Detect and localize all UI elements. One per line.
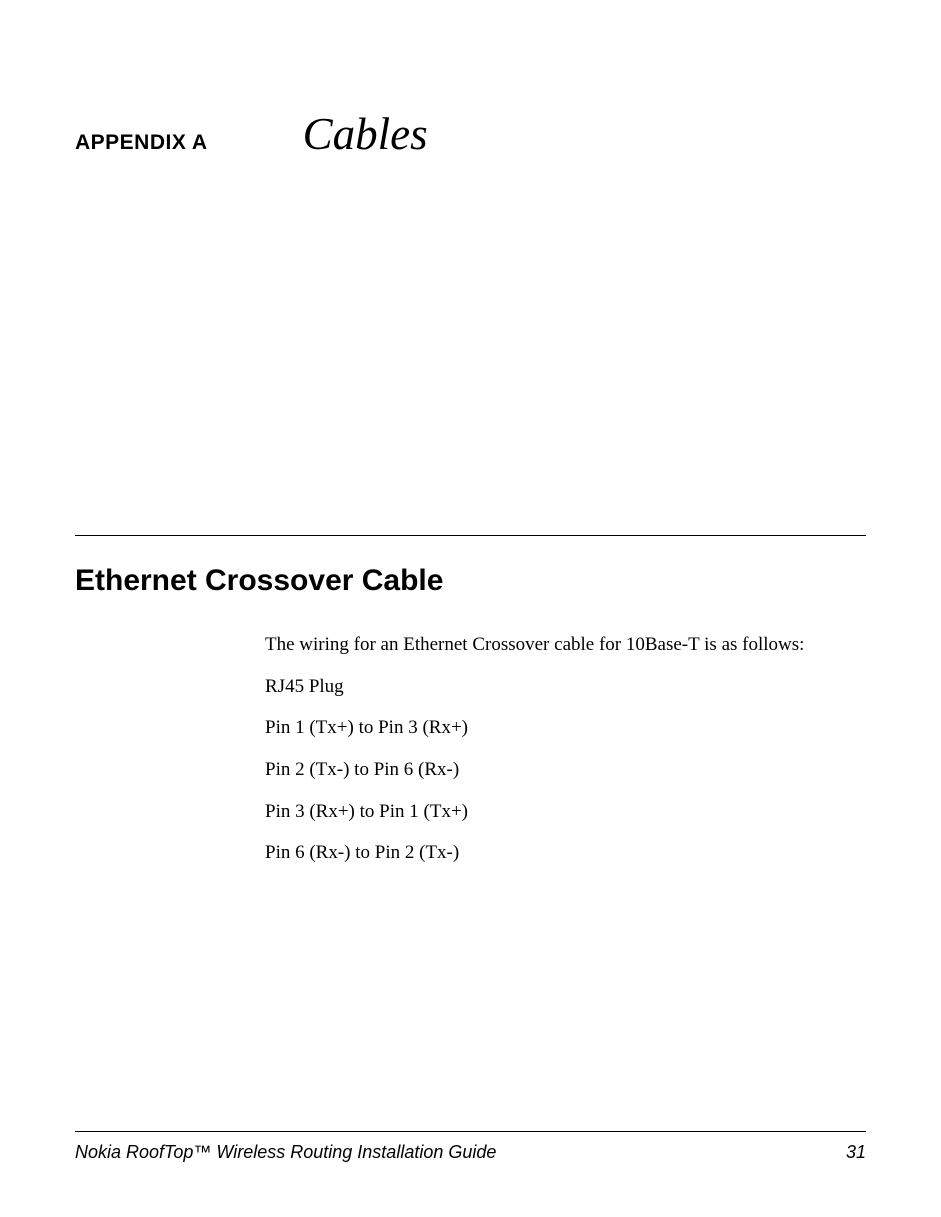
pin-mapping: Pin 3 (Rx+) to Pin 1 (Tx+) bbox=[265, 799, 866, 825]
appendix-label: APPENDIX A bbox=[75, 131, 208, 155]
page-footer: Nokia RoofTop™ Wireless Routing Installa… bbox=[75, 1131, 866, 1163]
pin-mapping: Pin 1 (Tx+) to Pin 3 (Rx+) bbox=[265, 715, 866, 741]
pin-mapping: Pin 6 (Rx-) to Pin 2 (Tx-) bbox=[265, 840, 866, 866]
page-header: APPENDIX A Cables bbox=[75, 108, 866, 160]
section-title: Ethernet Crossover Cable bbox=[75, 564, 866, 598]
section-rule bbox=[75, 535, 866, 536]
footer-rule bbox=[75, 1131, 866, 1132]
chapter-title: Cables bbox=[303, 108, 428, 160]
footer-page-number: 31 bbox=[846, 1142, 866, 1163]
plug-label: RJ45 Plug bbox=[265, 674, 866, 700]
intro-text: The wiring for an Ethernet Crossover cab… bbox=[265, 632, 866, 658]
pin-mapping: Pin 2 (Tx-) to Pin 6 (Rx-) bbox=[265, 757, 866, 783]
footer-doc-title: Nokia RoofTop™ Wireless Routing Installa… bbox=[75, 1142, 496, 1163]
footer-row: Nokia RoofTop™ Wireless Routing Installa… bbox=[75, 1142, 866, 1163]
body-content: The wiring for an Ethernet Crossover cab… bbox=[265, 632, 866, 866]
